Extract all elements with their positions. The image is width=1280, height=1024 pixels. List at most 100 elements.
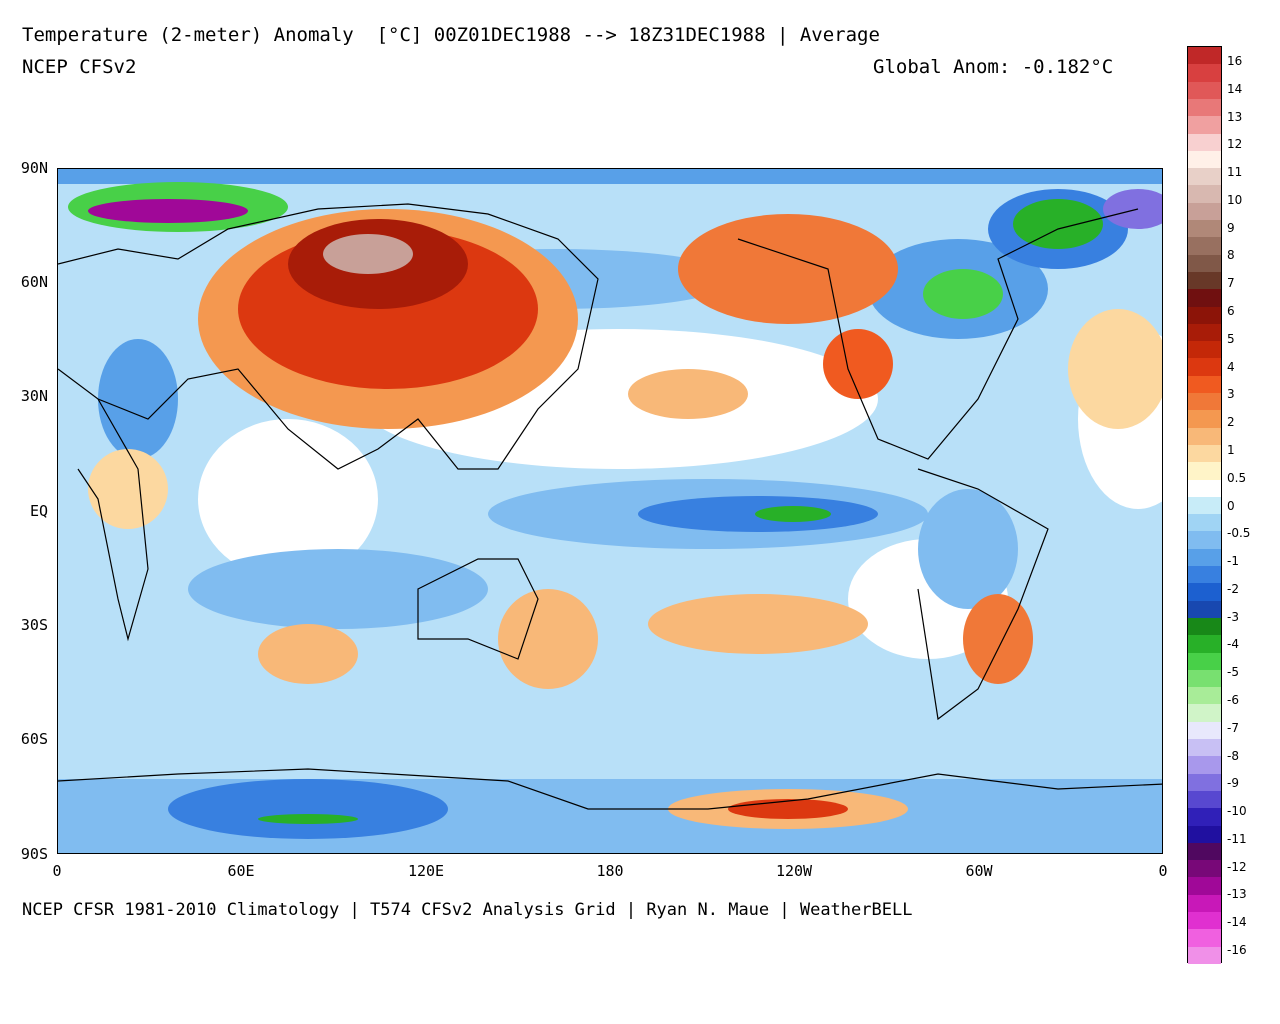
colorbar-swatch [1188,842,1221,861]
colorbar-swatch [1188,756,1221,775]
colorbar-label: -5 [1227,665,1239,680]
colorbar-swatch [1188,877,1221,896]
lon-label-120w: 120W [775,862,813,880]
colorbar-label: 14 [1227,81,1243,96]
colorbar-swatch [1188,496,1221,515]
anomaly-map [57,168,1163,854]
colorbar-label: -2 [1227,581,1239,596]
anom-us-plains-warm [823,329,893,399]
colorbar-swatch [1188,946,1221,965]
colorbar-label: 4 [1227,359,1235,374]
colorbar-label: 1 [1227,442,1235,457]
colorbar-label: -9 [1227,776,1239,791]
colorbar-swatch [1188,341,1221,359]
colorbar-label: 13 [1227,109,1243,124]
colorbar-swatch [1188,81,1221,100]
colorbar-swatch [1188,375,1221,394]
anom-equatorial-pacific-extreme [755,506,831,522]
anom-argentina-warm [963,594,1033,684]
colorbar-label: 10 [1227,192,1243,207]
model-name: NCEP CFSv2 [22,56,137,78]
colorbar-swatch [1188,410,1221,429]
colorbar-swatch [1188,704,1221,723]
colorbar-label: 9 [1227,220,1235,235]
colorbar-swatch [1188,548,1221,567]
coast-north-america [737,208,1139,460]
coast-eurasia [58,203,599,470]
anom-south-indian-cold [188,549,488,629]
colorbar-swatch [1188,514,1221,532]
colorbar-swatch [1188,393,1221,411]
anom-south-indian-warm [258,624,358,684]
colorbar-label: 6 [1227,304,1235,319]
colorbar-swatch [1188,773,1221,792]
colorbar-swatch [1188,254,1221,273]
colorbar-label: -13 [1227,887,1247,902]
colorbar-label: 3 [1227,387,1235,402]
coast-africa [77,398,149,642]
anom-alaska-canada-warm [678,214,898,324]
anom-arctic-magenta [88,199,248,223]
lat-label-30s: 30S [20,616,48,634]
colorbar-swatch [1188,116,1221,134]
lat-label-90n: 90N [20,159,48,177]
colorbar-swatch [1188,583,1221,602]
anom-siberia-extreme [323,234,413,274]
anom-north-pacific-warm [628,369,748,419]
colorbar-swatch [1188,721,1221,740]
colorbar-swatch [1188,652,1221,671]
anom-south-america-cold [918,489,1018,609]
colorbar-swatch [1188,894,1221,913]
lat-label-30n: 30N [20,387,48,405]
colorbar-swatch [1188,479,1221,498]
colorbar-label: -14 [1227,915,1247,930]
colorbar-swatch [1188,220,1221,238]
anom-north-africa-cold [98,339,178,459]
colorbar-swatch [1188,47,1221,65]
colorbar-swatch [1188,462,1221,481]
coastlines [58,203,1162,810]
colorbar-swatch [1188,790,1221,809]
colorbar-swatch [1188,600,1221,619]
lon-label-60e: 60E [227,862,255,880]
lon-label-180: 180 [596,862,624,880]
lat-label-90s: 90S [20,845,48,863]
colorbar-swatch [1188,168,1221,186]
colorbar-swatch [1188,323,1221,342]
colorbar-swatch [1188,237,1221,256]
colorbar-label: -7 [1227,720,1239,735]
anom-west-antarctic-hot [728,799,848,819]
anom-east-antarctic-extreme [258,814,358,824]
colorbar-swatch [1188,739,1221,757]
colorbar-label: 2 [1227,415,1235,430]
colorbar-label: -6 [1227,692,1239,707]
lon-label-0: 0 [52,862,62,880]
colorbar-label: -10 [1227,804,1247,819]
lat-label-60s: 60S [20,730,48,748]
anom-south-pacific-warm [648,594,868,654]
colorbar-swatch [1188,531,1221,550]
anom-indian-neutral [198,419,378,579]
colorbar-swatch [1188,912,1221,930]
anomaly-map-svg [58,169,1162,853]
colorbar-label: -11 [1227,831,1247,846]
colorbar-swatch [1188,687,1221,705]
colorbar-swatch [1188,427,1221,446]
anom-arctic-strip [58,169,1162,184]
anom-africa-warm [88,449,168,529]
coast-antarctica [58,768,1162,810]
colorbar-swatch [1188,289,1221,308]
colorbar-swatch [1188,929,1221,948]
coast-south-america [917,468,1049,721]
anom-quebec-cold [923,269,1003,319]
colorbar-label: 5 [1227,331,1235,346]
colorbar-swatch [1188,271,1221,290]
colorbar-label: -8 [1227,748,1239,763]
anom-east-antarctic-cold [168,779,448,839]
colorbar-swatch [1188,617,1221,636]
lat-label-eq: EQ [29,502,48,520]
colorbar-label: 0.5 [1227,470,1247,485]
colorbar-swatch [1188,825,1221,844]
colorbar-label: 7 [1227,276,1235,291]
anom-greenland-core [1013,199,1103,249]
